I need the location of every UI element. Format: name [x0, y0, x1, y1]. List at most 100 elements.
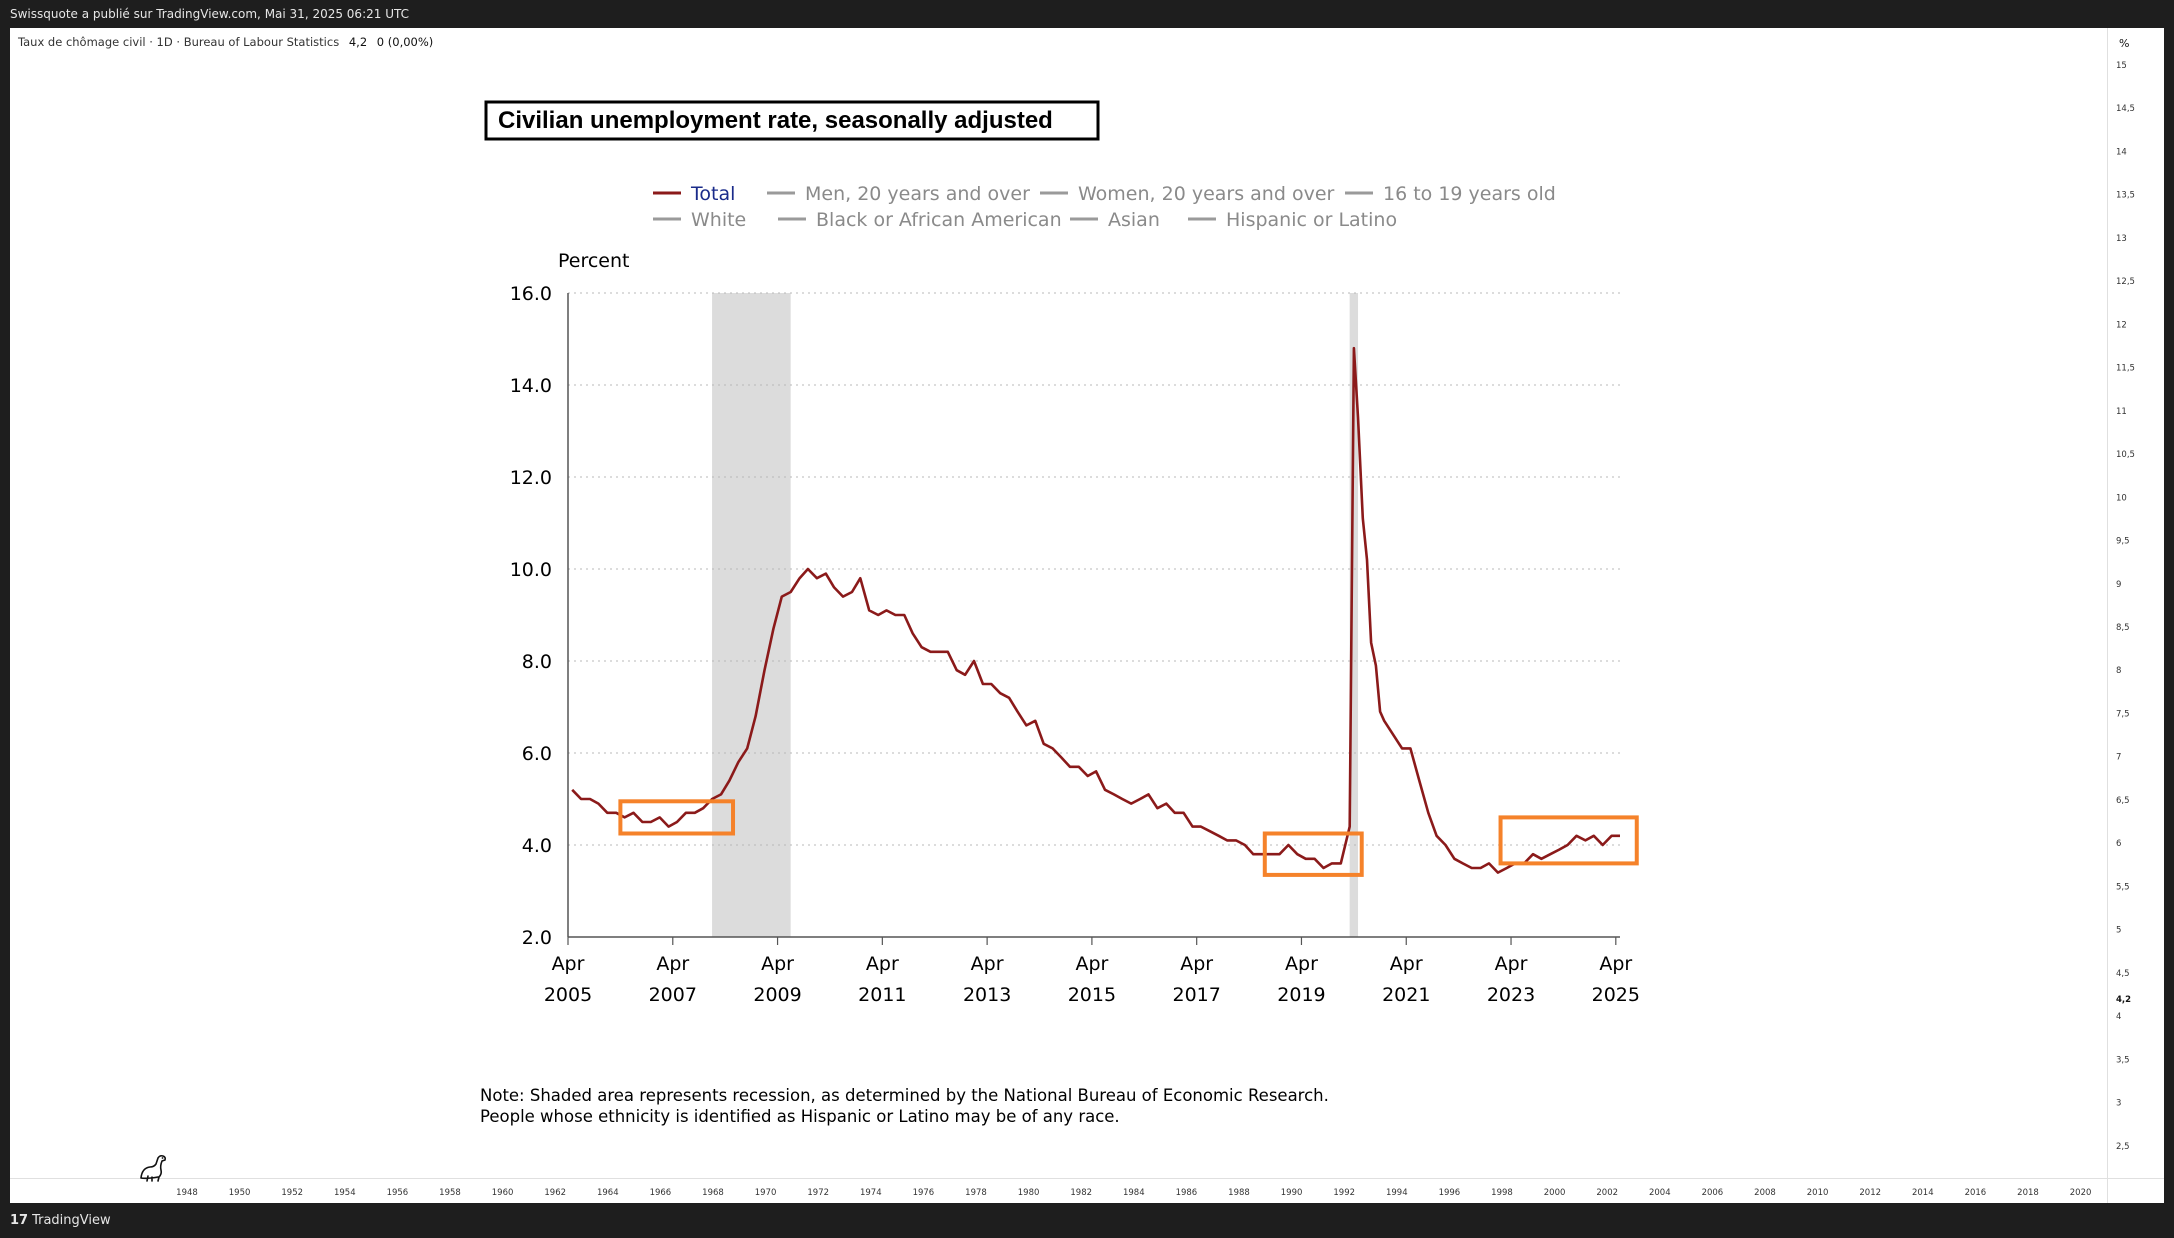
footer-bar: 17 TradingView	[0, 1203, 2174, 1238]
y-tick-label: 10.0	[510, 559, 552, 581]
x-tick-month: Apr	[1285, 953, 1318, 975]
time-axis-tick: 1962	[544, 1188, 566, 1198]
highlight-box[interactable]	[618, 799, 736, 836]
time-axis-tick: 1996	[1439, 1188, 1461, 1198]
price-axis-tick: 2,5	[2116, 1142, 2130, 1152]
legend-item[interactable]: White	[653, 209, 746, 231]
price-axis-tick: 9	[2116, 580, 2121, 590]
time-axis-tick: 1976	[913, 1188, 935, 1198]
time-axis-tick: 2018	[2017, 1188, 2039, 1198]
y-tick-label: 8.0	[522, 651, 552, 673]
x-tick-month: Apr	[866, 953, 899, 975]
time-axis-tick: 1982	[1070, 1188, 1092, 1198]
x-tick-year: 2013	[963, 984, 1011, 1006]
symbol-legend[interactable]: Taux de chômage civil · 1D · Bureau of L…	[18, 35, 433, 49]
time-axis-tick: 1950	[229, 1188, 251, 1198]
price-axis-tick: 10,5	[2116, 450, 2135, 460]
legend-item[interactable]: Men, 20 years and over	[767, 183, 1030, 205]
price-axis-current: 4,2	[2116, 995, 2131, 1005]
price-axis-tick: 3	[2116, 1099, 2121, 1109]
tradingview-logo[interactable]: 17 TradingView	[10, 1213, 111, 1228]
legend-item[interactable]: 16 to 19 years old	[1345, 183, 1556, 205]
x-tick-year: 2023	[1487, 984, 1535, 1006]
chart-frame[interactable]: Civilian unemployment rate, seasonally a…	[10, 28, 2164, 1204]
legend-label: Women, 20 years and over	[1078, 183, 1335, 205]
publisher-text: Swissquote a publié sur TradingView.com,…	[10, 7, 409, 21]
chart-note: Note: Shaded area represents recession, …	[480, 1086, 1329, 1105]
time-axis-tick: 1948	[176, 1188, 198, 1198]
price-axis-tick: 7,5	[2116, 709, 2130, 719]
symbol-text: Taux de chômage civil · 1D · Bureau of L…	[18, 35, 340, 49]
x-tick-month: Apr	[971, 953, 1004, 975]
time-axis-tick: 1978	[965, 1188, 987, 1198]
time-axis-tick: 1956	[387, 1188, 409, 1198]
time-axis-tick: 1998	[1491, 1188, 1513, 1198]
y-axis-label: Percent	[558, 250, 630, 272]
price-axis-tick: 13,5	[2116, 191, 2135, 201]
time-axis-tick: 1954	[334, 1188, 356, 1198]
time-axis-tick: 2006	[1702, 1188, 1724, 1198]
price-axis-tick: 3,5	[2116, 1055, 2130, 1065]
x-tick-month: Apr	[656, 953, 689, 975]
price-axis-tick: 4	[2116, 1012, 2121, 1022]
price-axis-tick: 14	[2116, 147, 2127, 157]
y-tick-label: 12.0	[510, 467, 552, 489]
time-axis-tick: 1994	[1386, 1188, 1408, 1198]
x-tick-year: 2017	[1173, 984, 1221, 1006]
time-axis-tick: 2000	[1544, 1188, 1566, 1198]
time-axis-tick: 2004	[1649, 1188, 1671, 1198]
price-axis-tick: 8,5	[2116, 623, 2130, 633]
price-axis-tick: 11,5	[2116, 364, 2135, 374]
price-axis-tick: 11	[2116, 407, 2127, 417]
price-axis-tick: 5,5	[2116, 882, 2130, 892]
legend-label: Total	[690, 183, 735, 205]
highlight-box[interactable]	[1498, 815, 1639, 866]
time-axis-tick: 1968	[702, 1188, 724, 1198]
time-axis-tick: 1984	[1123, 1188, 1145, 1198]
x-tick-year: 2019	[1277, 984, 1325, 1006]
y-tick-label: 2.0	[522, 927, 552, 949]
legend-item[interactable]: Hispanic or Latino	[1188, 209, 1397, 231]
tradingview-logo-mark: 17	[10, 1213, 29, 1228]
price-axis-tick: 12,5	[2116, 277, 2135, 287]
series-line-total[interactable]	[571, 346, 1620, 874]
time-axis[interactable]: 1948 1950 1952 1954 1956 1958 1960 1962 1964 1966…	[10, 1178, 2108, 1204]
price-axis-tick: 5	[2116, 926, 2121, 936]
price-axis-tick: 14,5	[2116, 104, 2135, 114]
symbol-value: 4,2	[348, 35, 368, 49]
time-axis-tick: 2002	[1596, 1188, 1618, 1198]
legend-item[interactable]: Total	[653, 183, 735, 205]
highlight-box[interactable]	[1262, 831, 1364, 877]
legend-label: Hispanic or Latino	[1226, 209, 1397, 231]
legend-item[interactable]: Women, 20 years and over	[1040, 183, 1335, 205]
legend-item[interactable]: Asian	[1070, 209, 1160, 231]
dino-icon	[140, 1154, 167, 1182]
legend-label: White	[691, 209, 746, 231]
price-axis-tick: 10	[2116, 493, 2127, 503]
price-axis-tick: 6,5	[2116, 796, 2130, 806]
legend-label: Asian	[1108, 209, 1160, 231]
legend-label: 16 to 19 years old	[1383, 183, 1556, 205]
x-tick-month: Apr	[1495, 953, 1528, 975]
chart-canvas[interactable]: Civilian unemployment rate, seasonally a…	[10, 28, 2108, 1178]
price-axis[interactable]: % 15 14,5 14 13,5 13 12,5 12 11,5 11 10,5 10 9,5 9 8,5…	[2107, 28, 2164, 1195]
time-axis-scale: 1948 1950 1952 1954 1956 1958 1960 1962 1964 1966…	[176, 1188, 2091, 1198]
legend-label: Black or African American	[816, 209, 1062, 231]
time-axis-tick: 1952	[281, 1188, 303, 1198]
x-tick-year: 2007	[649, 984, 697, 1006]
axis-corner	[2107, 1178, 2164, 1204]
time-axis-tick: 1980	[1018, 1188, 1040, 1198]
time-axis-tick: 2012	[1859, 1188, 1881, 1198]
time-axis-tick: 2010	[1807, 1188, 1829, 1198]
recession-shade	[712, 293, 791, 937]
price-axis-tick: 6	[2116, 839, 2121, 849]
time-axis-tick: 1986	[1176, 1188, 1198, 1198]
x-tick-year: 2015	[1068, 984, 1116, 1006]
x-tick-month: Apr	[1075, 953, 1108, 975]
chart-title: Civilian unemployment rate, seasonally a…	[498, 107, 1053, 134]
legend-label: Men, 20 years and over	[805, 183, 1030, 205]
price-axis-tick: 9,5	[2116, 537, 2130, 547]
legend-item[interactable]: Black or African American	[778, 209, 1062, 231]
time-axis-tick: 1990	[1281, 1188, 1303, 1198]
time-axis-tick: 1972	[807, 1188, 829, 1198]
